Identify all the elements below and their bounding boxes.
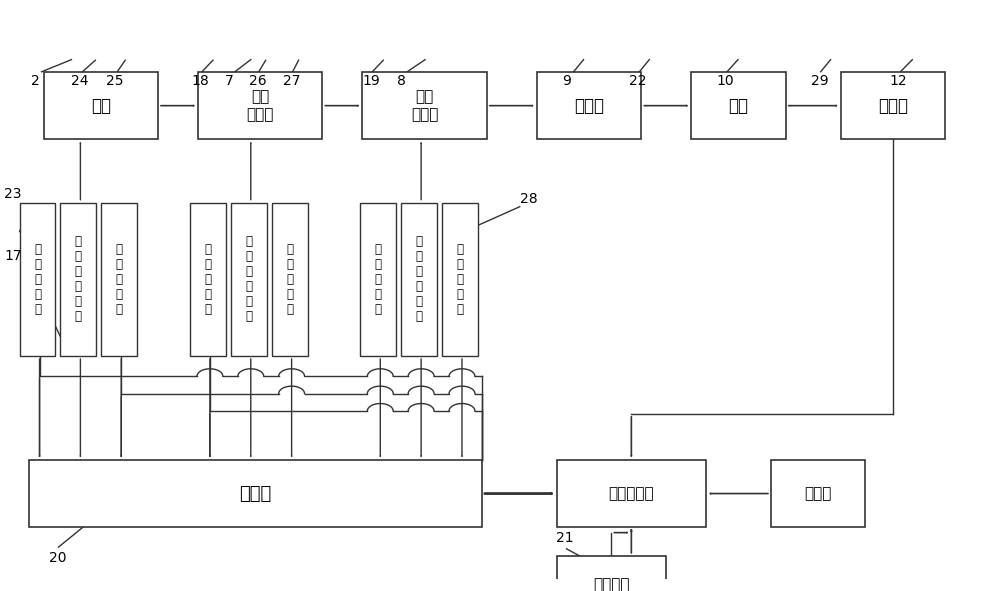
Text: 第
二
调
速
电
源: 第 二 调 速 电 源	[245, 235, 252, 323]
Bar	[272, 203, 308, 356]
Text: 第
四
气
压
表: 第 四 气 压 表	[286, 243, 293, 316]
Text: 第
一
调
速
电
源: 第 一 调 速 电 源	[75, 235, 82, 323]
Text: 第
三
气
压
表: 第 三 气 压 表	[204, 243, 211, 316]
Text: 7: 7	[225, 73, 234, 87]
Text: 12: 12	[889, 73, 907, 87]
Text: 23: 23	[4, 187, 22, 202]
Bar	[557, 556, 666, 591]
Text: 高压
压气机: 高压 压气机	[411, 89, 438, 122]
Text: 22: 22	[629, 73, 647, 87]
Text: 第
三
调
速
电
源: 第 三 调 速 电 源	[416, 235, 423, 323]
Text: 电源切换器: 电源切换器	[609, 486, 654, 501]
Bar	[771, 460, 865, 527]
Text: 9: 9	[563, 73, 571, 87]
Text: 10: 10	[716, 73, 734, 87]
Bar	[29, 460, 482, 527]
Text: 2: 2	[31, 73, 39, 87]
Text: 第
一
气
压
表: 第 一 气 压 表	[34, 243, 41, 316]
Bar	[537, 72, 641, 139]
Text: 29: 29	[811, 73, 828, 87]
Text: 第
五
气
压
表: 第 五 气 压 表	[375, 243, 382, 316]
Text: 第
二
气
压
表: 第 二 气 压 表	[116, 243, 123, 316]
Bar	[401, 203, 437, 356]
Bar	[190, 203, 226, 356]
Text: 发电机: 发电机	[878, 97, 908, 115]
Text: 燃烧室: 燃烧室	[574, 97, 604, 115]
Text: 第
六
气
压
表: 第 六 气 压 表	[456, 243, 463, 316]
Text: 27: 27	[283, 73, 300, 87]
Text: 26: 26	[249, 73, 266, 87]
Text: 21: 21	[556, 531, 573, 545]
Text: 启动电源: 启动电源	[593, 577, 630, 591]
Text: 涡轮: 涡轮	[728, 97, 748, 115]
Bar	[231, 203, 267, 356]
Bar	[20, 203, 55, 356]
Text: 24: 24	[71, 73, 89, 87]
Bar	[691, 72, 786, 139]
Bar	[44, 72, 158, 139]
Text: 控制器: 控制器	[239, 485, 271, 502]
Text: 28: 28	[520, 191, 537, 206]
Text: 8: 8	[397, 73, 406, 87]
Text: 风扇: 风扇	[91, 97, 111, 115]
Bar	[557, 460, 706, 527]
Text: 中压
压气机: 中压 压气机	[247, 89, 274, 122]
Bar	[362, 72, 487, 139]
Bar	[198, 72, 322, 139]
Bar	[442, 203, 478, 356]
Bar	[101, 203, 137, 356]
Bar	[841, 72, 945, 139]
Text: 25: 25	[106, 73, 124, 87]
Text: 20: 20	[49, 551, 66, 565]
Text: 18: 18	[191, 73, 209, 87]
Text: 储能器: 储能器	[804, 486, 832, 501]
Bar	[60, 203, 96, 356]
Text: 17: 17	[4, 249, 22, 264]
Bar	[360, 203, 396, 356]
Text: 19: 19	[362, 73, 380, 87]
